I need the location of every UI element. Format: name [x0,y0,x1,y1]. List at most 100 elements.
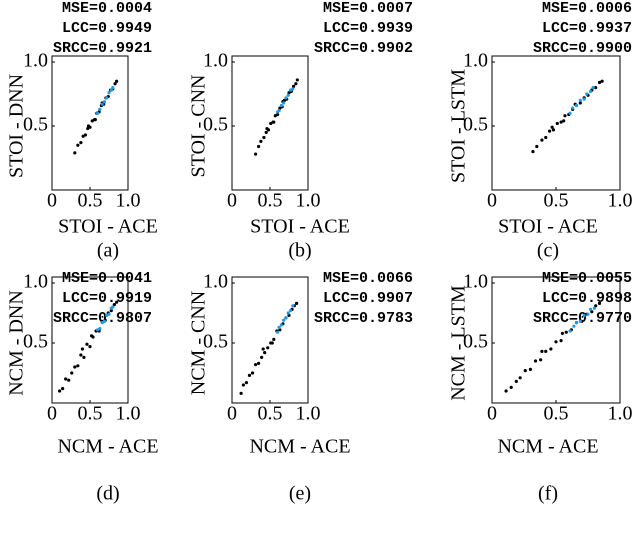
point [250,371,255,375]
y-tick-label: 0.5 [23,331,48,353]
metric-annotation: SRCC=0.9900 [533,40,632,57]
point [585,92,589,96]
point [554,340,558,344]
y-tick-label: 1.0 [23,271,48,293]
point [594,86,598,90]
y-axis-label: NCM - LSTM [448,285,470,401]
x-tick-label: 0 [227,403,237,425]
point [578,101,582,105]
point [563,114,567,118]
point [107,91,111,95]
metric-annotation: MSE=0.0041 [62,270,152,287]
point [559,339,563,343]
point [67,378,71,382]
metric-annotation: MSE=0.0004 [62,0,152,17]
y-tick-label: 1.0 [23,50,48,72]
x-tick-label: 1.0 [296,403,321,425]
metric-annotation: SRCC=0.9783 [314,310,413,327]
point [597,301,602,305]
point [111,86,115,90]
point [597,80,602,85]
y-tick-label: 0.5 [23,114,48,136]
point [82,355,86,359]
metric-annotation: SRCC=0.9807 [53,310,152,327]
subfigure-caption: (c) [537,240,559,262]
point [262,135,266,140]
point [277,325,281,329]
point [574,321,579,325]
point [514,379,518,383]
point [270,341,274,345]
point [253,363,258,367]
point [504,389,508,393]
x-tick-label: 0 [227,190,237,212]
point [291,304,295,308]
x-tick-label: 1.0 [608,403,633,425]
y-tick-label: 0.5 [203,331,228,353]
point [83,133,88,137]
point [284,96,288,100]
point [100,102,104,106]
point [277,109,281,113]
point [278,328,282,332]
point [261,347,265,351]
point [568,329,572,333]
point [586,312,590,316]
point [272,337,276,341]
point [540,138,544,142]
point [279,323,283,327]
point [259,139,263,143]
point [588,89,593,94]
point [276,330,280,334]
point [555,121,559,126]
x-tick-label: 0.5 [544,190,569,212]
subfigure-caption: (b) [288,240,311,262]
metric-annotation: LCC=0.9939 [323,20,413,37]
subfigure-caption: (a) [97,240,119,262]
point [265,126,269,131]
point [76,364,80,368]
point [544,349,548,353]
point [88,345,92,349]
point [562,119,566,123]
x-tick-label: 0 [47,190,57,212]
point [58,389,62,393]
subfigure-caption: (d) [96,483,119,505]
y-axis-label: STOI - DNN [6,74,28,178]
y-tick-label: 1.0 [463,271,488,293]
point [111,305,115,309]
point [286,311,290,315]
point [102,100,107,104]
point [115,79,119,83]
point [564,330,568,334]
x-axis-label: NCM - ACE [497,436,598,458]
x-axis-label: STOI - ACE [58,216,158,238]
point [112,303,116,307]
point [98,107,102,111]
point [73,151,77,155]
point [102,319,107,323]
point [550,125,554,129]
point [89,334,94,338]
metric-annotation: LCC=0.9898 [542,290,632,307]
point [518,376,522,380]
point [531,150,535,154]
point [578,98,582,102]
metric-annotation: SRCC=0.9902 [314,40,413,57]
point [109,88,113,92]
point [115,300,119,304]
point [105,96,109,100]
point [571,106,575,110]
point [540,349,544,353]
x-tick-label: 0.5 [78,403,103,425]
x-axis-label: STOI - ACE [250,216,350,238]
point [294,82,298,86]
point [79,353,83,357]
point [263,351,267,355]
metric-annotation: MSE=0.0066 [323,270,413,287]
point [282,101,286,105]
point [282,318,286,322]
point [548,129,552,133]
point [592,306,597,310]
